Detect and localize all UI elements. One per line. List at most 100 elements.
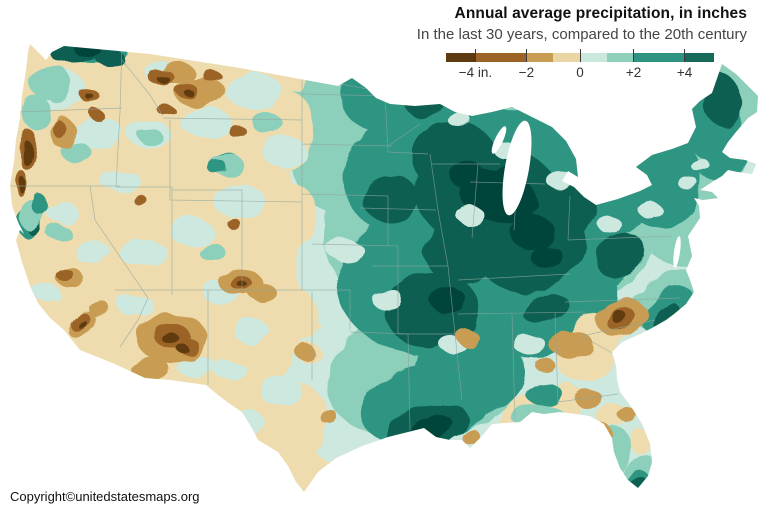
- state-borders: [11, 44, 681, 431]
- page-title: Annual average precipitation, in inches: [454, 5, 747, 22]
- map-patch: [457, 330, 479, 346]
- legend-tick: [525, 49, 527, 62]
- map-patch: [22, 141, 32, 165]
- map-patch: [448, 161, 484, 187]
- map-patch: [140, 130, 164, 146]
- great-lakes: [491, 106, 687, 268]
- map-patch: [494, 436, 510, 448]
- map-patch: [321, 411, 339, 425]
- map-patch: [46, 202, 78, 222]
- map-patch: [96, 49, 124, 67]
- map-patch: [273, 185, 317, 245]
- map-patch: [117, 294, 153, 316]
- map-patch: [456, 206, 484, 224]
- map-patch: [214, 185, 266, 219]
- legend-tick: [633, 49, 635, 62]
- legend-segment: [475, 53, 527, 62]
- map-patch: [546, 171, 574, 189]
- legend-label: +4: [676, 65, 693, 80]
- legend-tick: [579, 49, 581, 62]
- map-patch: [177, 356, 217, 378]
- map-patch: [102, 171, 142, 193]
- map-patch: [599, 426, 631, 470]
- chesapeake-bay: [673, 236, 681, 268]
- map-patch: [448, 112, 472, 128]
- map-patch: [596, 404, 628, 426]
- header: Annual average precipitation, in inches …: [417, 5, 747, 43]
- legend-color-bar: −4 in. −2 0 +2 +4: [446, 49, 714, 80]
- map-patch: [664, 107, 692, 143]
- map-patch: [462, 431, 482, 445]
- map-patch: [44, 67, 72, 103]
- map-patch: [532, 246, 564, 270]
- map-patch: [424, 220, 500, 284]
- map-patch: [86, 94, 94, 100]
- map-patch: [638, 202, 662, 218]
- lake-michigan: [502, 120, 532, 216]
- map-patch: [157, 105, 175, 115]
- legend-segment: [446, 53, 476, 62]
- map-patch: [228, 220, 242, 230]
- map-patch: [234, 320, 270, 344]
- map-patch: [31, 283, 59, 301]
- map-patch: [32, 195, 48, 215]
- map-patch: [263, 136, 307, 168]
- map-patch: [588, 423, 612, 441]
- legend-label: −2: [518, 65, 535, 80]
- map-patch: [327, 239, 363, 261]
- map-patch: [74, 44, 102, 57]
- legend-segment: [606, 53, 634, 62]
- map-patch: [598, 217, 622, 233]
- legend-segment: [580, 53, 607, 62]
- map-patch: [629, 428, 651, 456]
- map-patch: [208, 161, 228, 175]
- map-patch: [118, 238, 166, 266]
- map-patch: [550, 331, 594, 359]
- legend-segment: [633, 53, 685, 62]
- legend-segment: [553, 53, 580, 62]
- map-patch: [251, 112, 281, 132]
- map-patch: [292, 50, 332, 74]
- map-patch: [680, 178, 700, 192]
- map-patch: [214, 360, 246, 380]
- map-patch: [128, 356, 168, 380]
- map-patch: [74, 240, 110, 264]
- map-patch: [52, 119, 64, 137]
- legend-segment: [526, 53, 554, 62]
- green-bay: [491, 126, 507, 154]
- map-patch: [61, 142, 91, 162]
- map-patch: [227, 74, 283, 110]
- legend-label: +2: [625, 65, 642, 80]
- map-patch: [156, 74, 168, 82]
- map-patch: [274, 289, 318, 341]
- map-patch: [239, 283, 249, 289]
- map-patch: [595, 233, 645, 277]
- map-patch: [248, 283, 276, 301]
- map-patch: [170, 219, 214, 245]
- legend: −4 in. −2 0 +2 +4: [446, 49, 714, 80]
- map-patch: [229, 411, 265, 433]
- map-patch: [527, 383, 563, 407]
- map-patch: [510, 214, 554, 250]
- legend-segment: [684, 53, 714, 62]
- map-patch: [67, 116, 123, 148]
- map-patch: [77, 320, 87, 328]
- map-patch: [203, 70, 221, 82]
- map-patch: [260, 378, 304, 406]
- map-patch: [690, 159, 710, 171]
- map-patch: [89, 109, 103, 119]
- map-patch: [372, 290, 404, 310]
- map-patch: [430, 287, 466, 313]
- legend-label: 0: [576, 65, 584, 80]
- map-patch: [295, 344, 315, 360]
- copyright-text: Copyright©unitedstatesmaps.org: [10, 489, 200, 504]
- map-patch: [133, 195, 147, 205]
- map-patch: [164, 390, 196, 410]
- map-patch: [609, 309, 625, 321]
- map-patch: [405, 93, 445, 117]
- map-patch: [46, 224, 70, 240]
- map-patch: [512, 406, 568, 430]
